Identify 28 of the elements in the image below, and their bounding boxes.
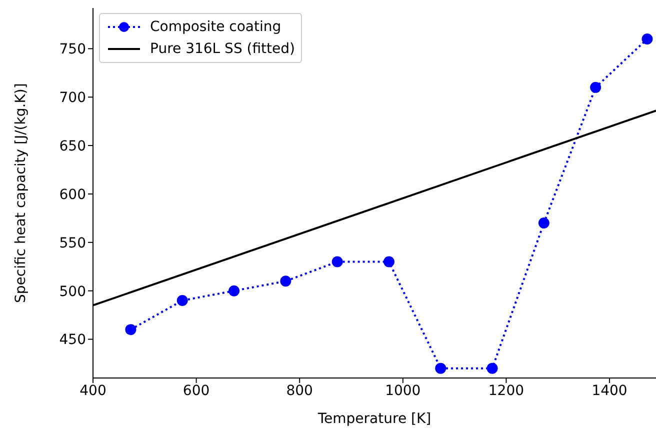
y-tick-label: 550 [59, 235, 86, 252]
x-axis-title: Temperature [K] [316, 411, 432, 427]
point [590, 82, 602, 93]
x-tick-label: 1000 [385, 382, 421, 399]
y-tick-label: 450 [59, 332, 86, 348]
y-tick-label: 650 [59, 138, 86, 155]
x-tick-label: 800 [286, 382, 313, 399]
x-tick-label: 600 [182, 382, 210, 399]
point [435, 362, 446, 374]
x-tick-label: 1200 [488, 382, 524, 399]
point [228, 285, 240, 296]
point [383, 256, 394, 268]
y-tick-label: 500 [59, 284, 86, 300]
point [176, 295, 188, 306]
point [280, 276, 292, 287]
legend-label: Pure 316L SS (fitted) [150, 40, 295, 59]
point [538, 218, 550, 229]
y-tick-label: 750 [59, 42, 86, 58]
point [486, 362, 498, 374]
x-tick-label: 1400 [592, 382, 628, 399]
y-tick-label: 700 [59, 90, 86, 106]
point [125, 324, 136, 336]
point [332, 256, 343, 268]
legend-label: Composite coating [150, 18, 282, 37]
y-axis-title: Specific heat capacity [J/(kg.K)] [12, 83, 29, 303]
point [642, 33, 653, 44]
y-tick-label: 600 [59, 186, 86, 203]
x-tick-label: 400 [80, 382, 106, 399]
